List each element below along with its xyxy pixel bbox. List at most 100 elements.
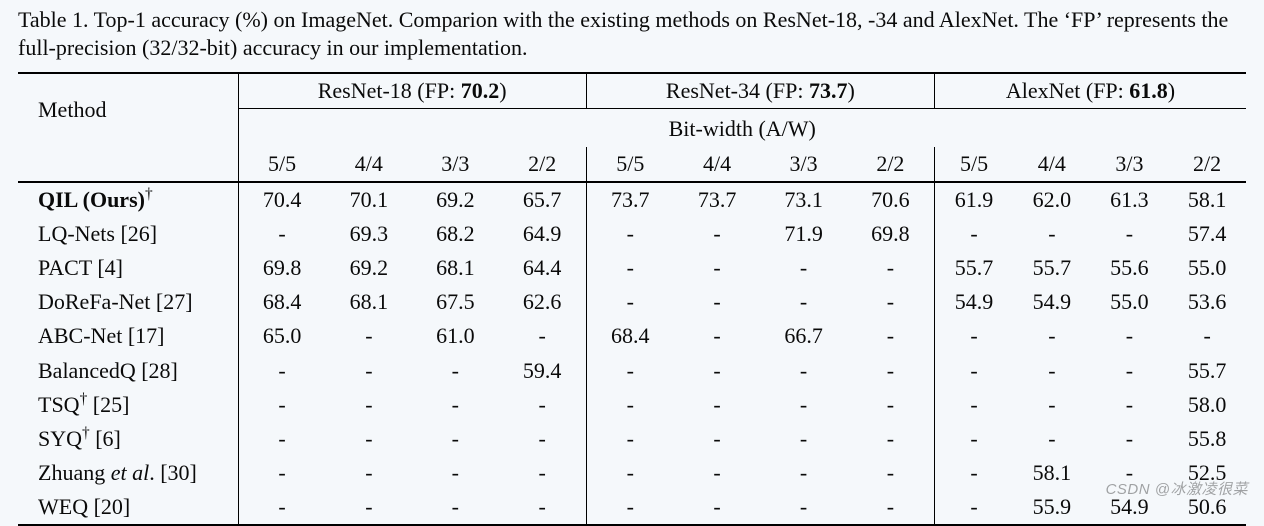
table-row: DoReFa-Net [27]68.468.167.562.6----54.95… (18, 285, 1246, 319)
value-cell: 73.7 (674, 182, 760, 217)
value-cell: - (412, 354, 498, 388)
table-row: TSQ† [25]-----------58.0 (18, 388, 1246, 422)
value-cell: 55.7 (934, 251, 1013, 285)
value-cell: - (1013, 217, 1091, 251)
empty-cell (18, 147, 238, 182)
value-cell: 70.6 (847, 182, 935, 217)
value-cell: - (847, 354, 935, 388)
value-cell: - (586, 251, 674, 285)
value-cell: - (760, 251, 846, 285)
value-cell: 68.1 (412, 251, 498, 285)
value-cell: - (1091, 388, 1169, 422)
value-cell: - (760, 285, 846, 319)
value-cell: - (847, 456, 935, 490)
value-cell: 61.3 (1091, 182, 1169, 217)
results-table: Method ResNet-18 (FP: 70.2) ResNet-34 (F… (18, 72, 1246, 526)
value-cell: - (847, 251, 935, 285)
group-name: ResNet-34 (666, 78, 760, 103)
value-cell: - (326, 490, 412, 525)
value-cell: - (586, 354, 674, 388)
value-cell: - (1168, 319, 1246, 353)
value-cell: 55.9 (1013, 490, 1091, 525)
value-cell: - (847, 285, 935, 319)
value-cell: 65.0 (238, 319, 326, 353)
value-cell: 71.9 (760, 217, 846, 251)
value-cell: - (760, 354, 846, 388)
value-cell: - (674, 251, 760, 285)
value-cell: 52.5 (1168, 456, 1246, 490)
table-caption: Table 1. Top-1 accuracy (%) on ImageNet.… (18, 6, 1246, 62)
value-cell: - (674, 217, 760, 251)
value-cell: - (499, 388, 587, 422)
value-cell: 55.8 (1168, 422, 1246, 456)
bitwidth-col: 5/5 (934, 147, 1013, 182)
table-row: ABC-Net [17]65.0-61.0-68.4-66.7----- (18, 319, 1246, 353)
value-cell: 54.9 (934, 285, 1013, 319)
value-cell: - (238, 388, 326, 422)
method-cell: SYQ† [6] (18, 422, 238, 456)
value-cell: 68.1 (326, 285, 412, 319)
value-cell: - (326, 354, 412, 388)
bitwidth-col: 3/3 (412, 147, 498, 182)
method-cell: DoReFa-Net [27] (18, 285, 238, 319)
value-cell: - (499, 422, 587, 456)
value-cell: - (760, 388, 846, 422)
value-cell: - (934, 319, 1013, 353)
value-cell: - (1091, 319, 1169, 353)
value-cell: - (847, 319, 935, 353)
value-cell: 61.0 (412, 319, 498, 353)
value-cell: 50.6 (1168, 490, 1246, 525)
value-cell: - (586, 285, 674, 319)
group-header: ResNet-18 (FP: 70.2) (238, 73, 586, 109)
value-cell: 73.1 (760, 182, 846, 217)
value-cell: - (847, 422, 935, 456)
value-cell: - (760, 490, 846, 525)
value-cell: - (238, 456, 326, 490)
value-cell: - (934, 456, 1013, 490)
method-cell: PACT [4] (18, 251, 238, 285)
value-cell: - (847, 388, 935, 422)
value-cell: - (1091, 354, 1169, 388)
method-cell: Zhuang et al. [30] (18, 456, 238, 490)
value-cell: - (674, 285, 760, 319)
value-cell: 53.6 (1168, 285, 1246, 319)
method-cell: ABC-Net [17] (18, 319, 238, 353)
group-header-row: Method ResNet-18 (FP: 70.2) ResNet-34 (F… (18, 73, 1246, 109)
value-cell: - (1013, 354, 1091, 388)
value-cell: 64.4 (499, 251, 587, 285)
value-cell: - (674, 456, 760, 490)
bitwidth-col: 4/4 (674, 147, 760, 182)
value-cell: - (1013, 319, 1091, 353)
value-cell: - (412, 456, 498, 490)
group-fp-value: 70.2 (461, 78, 500, 103)
value-cell: - (326, 422, 412, 456)
bitwidth-col: 3/3 (760, 147, 846, 182)
value-cell: - (499, 319, 587, 353)
value-cell: 70.1 (326, 182, 412, 217)
value-cell: - (238, 217, 326, 251)
value-cell: - (238, 422, 326, 456)
value-cell: 69.3 (326, 217, 412, 251)
value-cell: 55.7 (1168, 354, 1246, 388)
bitwidth-col: 2/2 (499, 147, 587, 182)
bitwidth-label: Bit-width (A/W) (238, 109, 1246, 147)
bitwidth-col: 4/4 (1013, 147, 1091, 182)
table-body: QIL (Ours)†70.470.169.265.773.773.773.17… (18, 182, 1246, 526)
value-cell: - (674, 490, 760, 525)
value-cell: 68.2 (412, 217, 498, 251)
value-cell: 64.9 (499, 217, 587, 251)
value-cell: 54.9 (1091, 490, 1169, 525)
value-cell: - (934, 354, 1013, 388)
table-row: PACT [4]69.869.268.164.4----55.755.755.6… (18, 251, 1246, 285)
value-cell: 67.5 (412, 285, 498, 319)
value-cell: 54.9 (1013, 285, 1091, 319)
method-column-header: Method (18, 73, 238, 146)
method-cell: WEQ [20] (18, 490, 238, 525)
group-name: ResNet-18 (318, 78, 412, 103)
value-cell: 69.2 (412, 182, 498, 217)
bitwidth-header-row: 5/5 4/4 3/3 2/2 5/5 4/4 3/3 2/2 5/5 4/4 … (18, 147, 1246, 182)
value-cell: - (499, 456, 587, 490)
value-cell: 69.8 (847, 217, 935, 251)
method-cell: TSQ† [25] (18, 388, 238, 422)
table-row: WEQ [20]---------55.954.950.6 (18, 490, 1246, 525)
